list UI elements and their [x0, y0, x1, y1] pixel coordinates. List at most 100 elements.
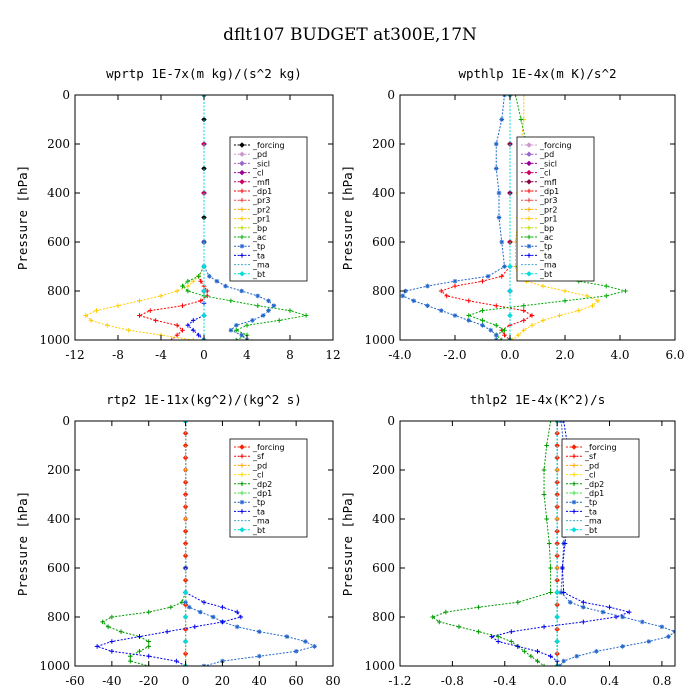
legend-marker	[526, 271, 532, 277]
data-point	[182, 638, 189, 645]
legend-entry: _ac	[234, 233, 266, 242]
data-point	[600, 609, 606, 615]
data-point	[276, 318, 282, 323]
legend-marker	[239, 234, 245, 240]
legend-entry: _cl	[234, 471, 264, 480]
legend-marker	[571, 472, 577, 477]
legend-label: _sicl	[539, 159, 557, 168]
data-point	[146, 609, 152, 615]
x-tick-label: -0.4	[493, 674, 517, 688]
data-point	[620, 614, 625, 620]
data-point	[496, 215, 502, 220]
y-tick-label: 1000	[39, 333, 70, 347]
data-point	[190, 278, 196, 284]
data-point	[515, 600, 521, 605]
data-point	[603, 293, 609, 299]
plot-area	[430, 421, 675, 666]
legend-label: _pr1	[539, 215, 557, 224]
data-point	[104, 323, 110, 328]
data-point	[595, 298, 601, 304]
legend-marker	[239, 499, 245, 505]
data-point	[228, 327, 234, 333]
data-point	[502, 327, 507, 333]
data-point	[88, 318, 94, 323]
x-tick-label: 0	[200, 348, 208, 362]
data-point	[528, 653, 534, 659]
y-tick-label: 600	[47, 235, 70, 249]
data-point	[541, 663, 547, 666]
data-point	[411, 298, 417, 304]
legend-marker	[526, 160, 532, 167]
legend-label: _pr2	[252, 205, 270, 214]
x-tick-label: 20	[215, 674, 230, 688]
x-tick-label: -40	[102, 674, 121, 688]
series-line	[138, 95, 208, 340]
data-point	[499, 117, 505, 122]
data-point	[495, 639, 501, 644]
data-point	[623, 288, 628, 294]
data-point	[266, 308, 271, 313]
legend-label: _bt	[539, 270, 552, 279]
legend-label: _forcing	[252, 443, 285, 452]
data-point	[480, 318, 485, 323]
data-point	[146, 644, 152, 649]
data-point	[522, 649, 527, 654]
data-point	[493, 332, 499, 338]
data-point	[180, 283, 185, 289]
series-dp1	[137, 95, 210, 340]
data-point	[535, 658, 540, 664]
legend-entry: _ac	[521, 233, 553, 242]
y-tick-label: 1000	[364, 659, 395, 673]
legend-marker	[239, 142, 245, 148]
panel-title: wprtp 1E-7x(m kg)/(s^2 kg)	[106, 66, 302, 81]
legend-entry: _pd	[566, 461, 599, 470]
legend-label: _ta	[584, 507, 597, 516]
legend-entry: _tp	[521, 242, 552, 251]
series-dp2	[430, 421, 553, 666]
data-point	[659, 624, 665, 630]
data-point	[220, 619, 225, 625]
data-point	[220, 604, 225, 610]
data-point	[255, 303, 261, 308]
data-point	[548, 565, 553, 571]
data-point	[562, 298, 568, 304]
legend-marker	[526, 179, 532, 185]
x-tick-label: 4.0	[610, 348, 629, 362]
legend-marker	[239, 216, 245, 221]
data-point	[94, 308, 99, 313]
data-point	[207, 274, 212, 279]
data-point	[554, 638, 560, 645]
legend-entry: _forcing	[234, 141, 285, 150]
legend-entry: _forcing	[521, 141, 572, 150]
legend-entry: _bp	[521, 224, 554, 233]
data-point	[185, 278, 191, 284]
legend-label: _pr3	[252, 196, 270, 205]
y-tick-label: 0	[387, 414, 395, 428]
legend-marker	[571, 481, 577, 487]
legend-entry: _bt	[566, 526, 597, 535]
legend-label: _dp1	[252, 187, 272, 196]
x-tick-label: 60	[289, 674, 304, 688]
data-point	[228, 298, 234, 304]
data-point	[544, 443, 549, 448]
legend-entry: _dp2	[566, 480, 604, 489]
series-dp2	[100, 421, 188, 666]
data-point	[190, 318, 196, 323]
y-tick-label: 0	[62, 414, 70, 428]
data-point	[544, 516, 549, 522]
data-point	[174, 323, 180, 328]
data-point	[557, 313, 562, 318]
data-point	[443, 609, 449, 615]
legend-marker	[571, 490, 577, 496]
legend-label: _dp1	[584, 489, 604, 498]
data-point	[438, 288, 444, 294]
legend-entry: _ta	[234, 251, 265, 260]
y-tick-label: 200	[47, 137, 70, 151]
data-point	[561, 658, 566, 664]
data-point	[239, 332, 244, 338]
legend-entry: _ma	[521, 261, 557, 270]
data-point	[626, 609, 632, 615]
data-point	[581, 600, 586, 605]
data-point	[666, 634, 671, 639]
legend-entry: _dp1	[234, 489, 272, 498]
